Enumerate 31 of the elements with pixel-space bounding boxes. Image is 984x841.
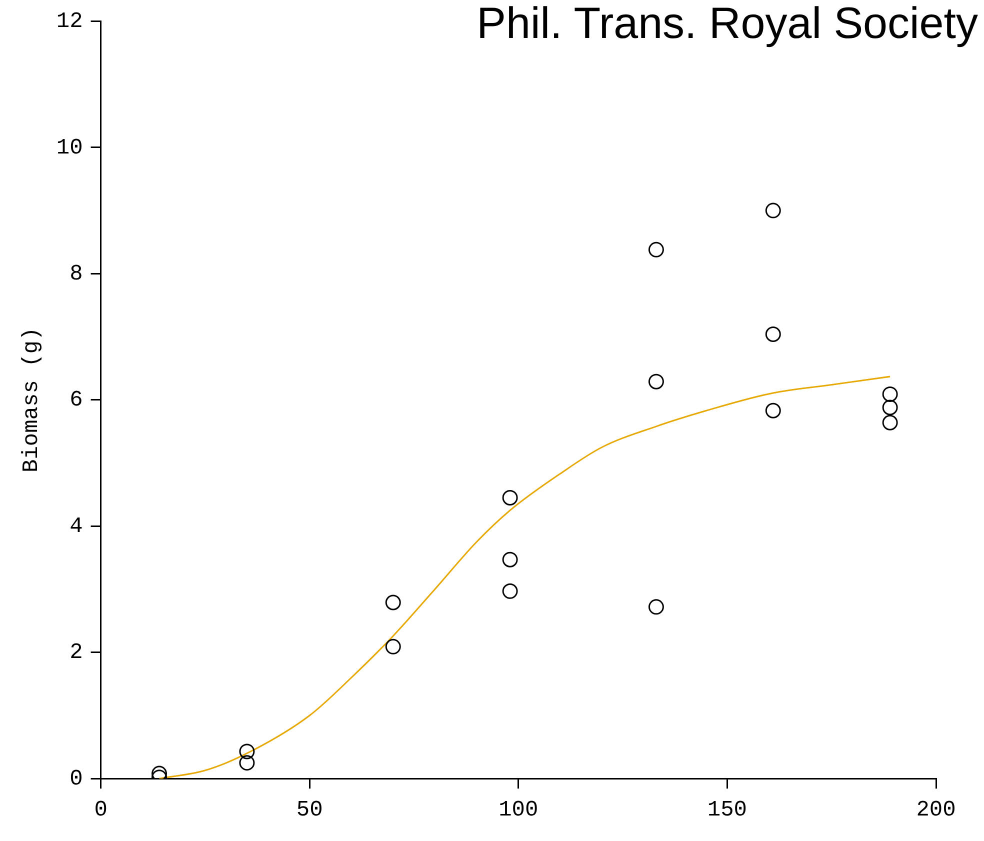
point [152,766,168,779]
x-tick-label: 150 [707,798,748,823]
point [648,599,664,615]
y-axis-title: Biomass (g) [19,327,44,473]
y-tick-label: 0 [70,766,83,792]
y-tick-label: 8 [70,261,83,286]
y-tick-label: 6 [70,388,83,413]
chart-title: Phil. Trans. Royal Society [476,0,978,48]
point [239,744,255,760]
point [765,326,781,342]
y-tick-label: 4 [70,514,83,539]
x-tick-label: 50 [296,798,323,823]
point [502,583,518,599]
point [765,402,781,418]
point [385,638,401,654]
point [648,242,664,258]
point [385,594,401,610]
x-tick-label: 200 [916,798,956,823]
point [882,400,898,416]
x-tick-label: 0 [94,798,108,823]
y-tick-label: 2 [70,640,83,666]
point [502,552,518,568]
point [239,755,255,771]
point [882,386,898,402]
y-tick-label: 12 [56,9,83,34]
point [502,490,518,506]
point [882,414,898,430]
point [765,202,781,218]
point [648,374,664,390]
y-tick-label: 10 [56,135,83,160]
x-tick-label: 100 [498,798,538,823]
